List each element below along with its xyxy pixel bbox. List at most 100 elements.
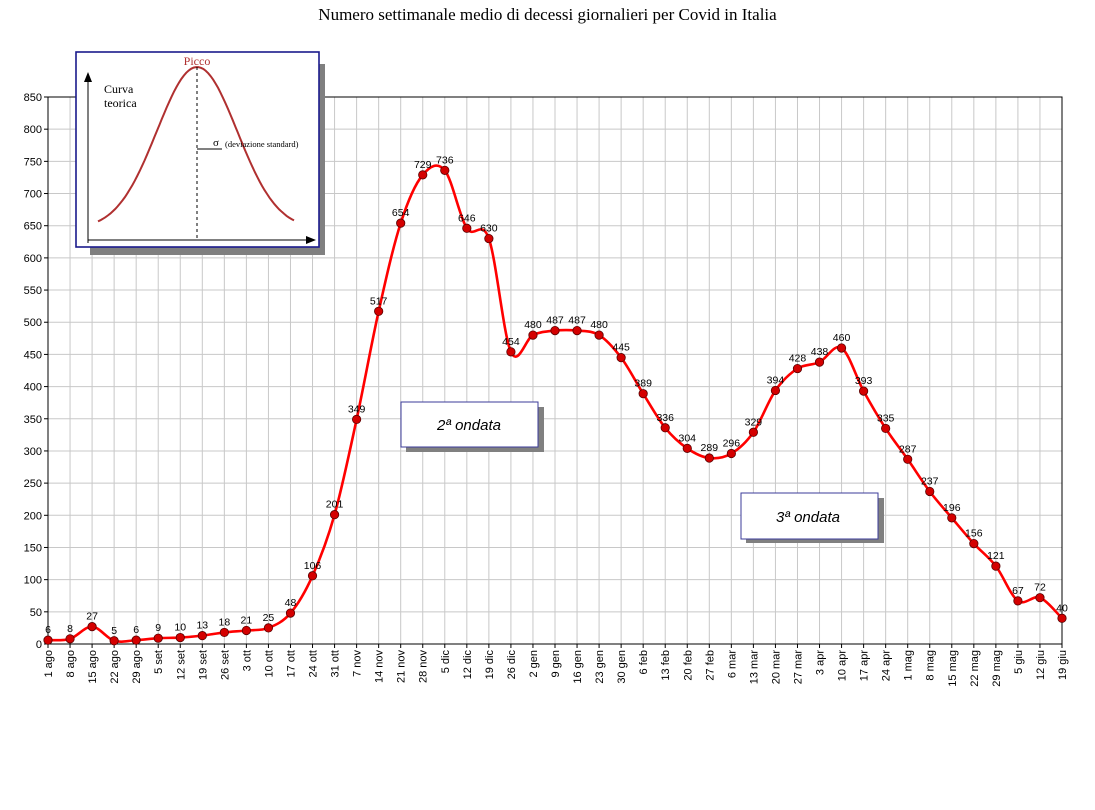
data-label: 237	[921, 475, 939, 487]
data-label: 393	[855, 375, 873, 387]
x-axis-ticks: 1 ago 8 ago 15 ago 22 ago 29 ago 5 set 12 set 1…	[43, 644, 1069, 687]
data-label: 729	[414, 159, 432, 171]
data-label: 156	[965, 528, 983, 540]
data-point	[484, 233, 494, 244]
inset-theoretical-curve: Picco Curva teorica σ (deviazione standa…	[75, 51, 325, 255]
annotation-third-wave-text: 3ª ondata	[776, 509, 840, 526]
data-label: 438	[811, 346, 829, 358]
data-point	[726, 448, 736, 459]
x-tick-label: 6 feb	[638, 650, 650, 674]
data-label: 201	[326, 499, 344, 511]
x-tick-label: 19 set	[197, 650, 209, 680]
annotation-second-wave: 2ª ondata	[400, 401, 544, 452]
y-tick-label: 400	[24, 382, 42, 394]
inset-curve-label-2: teorica	[104, 96, 137, 110]
data-point	[859, 386, 869, 396]
y-tick-label: 150	[24, 542, 42, 554]
data-label: 428	[789, 353, 807, 365]
data-point	[836, 343, 847, 353]
y-tick-label: 100	[24, 575, 42, 587]
data-point	[197, 631, 207, 641]
data-point	[550, 326, 560, 336]
data-point	[814, 357, 825, 367]
data-label: 106	[304, 560, 322, 572]
x-tick-label: 15 mag	[947, 650, 959, 687]
inset-x-arrow	[306, 236, 316, 244]
data-label: 10	[174, 622, 186, 634]
x-tick-label: 12 giu	[1035, 650, 1047, 680]
inset-sigma-label: (deviazione standard)	[225, 139, 299, 149]
data-label: 304	[678, 432, 696, 444]
data-point	[1057, 613, 1067, 623]
x-tick-label: 13 mar	[748, 650, 760, 685]
inset-gaussian-curve	[97, 66, 295, 223]
x-tick-label: 27 feb	[704, 650, 716, 681]
x-tick-label: 6 mar	[726, 650, 738, 678]
x-tick-label: 8 ago	[65, 650, 77, 678]
data-labels: 6 8 27 5 6 9 10 13 18 21 25 48 106 201 349 517 654 729 736…	[45, 154, 1068, 636]
data-point	[87, 622, 97, 632]
data-point	[109, 636, 119, 646]
y-tick-label: 850	[24, 92, 42, 104]
x-tick-label: 23 gen	[594, 650, 606, 684]
data-point	[792, 363, 803, 374]
data-label: 18	[219, 616, 231, 628]
data-point	[285, 608, 296, 618]
x-tick-label: 22 ago	[109, 650, 121, 684]
data-point	[329, 510, 340, 520]
data-point	[65, 634, 75, 644]
data-label: 445	[612, 342, 630, 354]
data-label: 287	[899, 443, 917, 455]
y-tick-label: 700	[24, 189, 42, 201]
data-label: 329	[745, 416, 763, 428]
y-tick-label: 350	[24, 414, 42, 426]
data-point	[263, 623, 274, 633]
data-label: 296	[723, 438, 741, 450]
data-label: 21	[241, 614, 253, 626]
y-tick-label: 300	[24, 446, 42, 458]
x-tick-label: 24 apr	[881, 650, 893, 682]
data-label: 40	[1056, 602, 1068, 614]
x-tick-label: 12 dic	[462, 650, 474, 680]
y-tick-label: 200	[24, 510, 42, 522]
x-tick-label: 10 ott	[263, 650, 275, 678]
x-tick-label: 28 nov	[418, 650, 430, 684]
x-tick-label: 17 ott	[285, 650, 297, 678]
x-tick-label: 12 set	[175, 650, 187, 680]
y-tick-label: 450	[24, 349, 42, 361]
data-point	[153, 633, 163, 643]
x-tick-label: 24 ott	[308, 650, 320, 678]
x-tick-label: 20 mar	[770, 650, 782, 685]
data-point	[572, 326, 582, 336]
x-tick-label: 1 ago	[43, 650, 55, 678]
data-label: 5	[111, 625, 117, 637]
data-point	[219, 627, 229, 638]
data-label: 736	[436, 154, 454, 166]
data-point	[1013, 596, 1023, 606]
x-tick-label: 26 dic	[506, 650, 518, 680]
data-label: 454	[502, 336, 520, 348]
data-point	[748, 427, 758, 437]
data-point	[131, 635, 141, 645]
x-tick-label: 8 mag	[925, 650, 937, 681]
data-label: 289	[701, 442, 719, 454]
x-tick-label: 29 ago	[131, 650, 143, 684]
x-tick-label: 26 set	[219, 650, 231, 680]
data-point	[770, 385, 781, 396]
data-label: 121	[987, 550, 1005, 562]
data-label: 196	[943, 502, 961, 514]
x-tick-label: 27 mar	[792, 650, 804, 685]
x-tick-label: 20 feb	[682, 650, 694, 681]
data-point	[991, 561, 1001, 571]
x-tick-label: 1 mag	[903, 650, 915, 681]
x-tick-label: 22 mag	[969, 650, 981, 687]
series-markers	[43, 165, 1067, 646]
data-label: 336	[656, 412, 674, 424]
y-axis-ticks: 0 50 100 150 200 250 300 350 400 450 500 550 600 650 7…	[24, 92, 48, 651]
data-point	[241, 625, 251, 636]
y-tick-label: 250	[24, 478, 42, 490]
data-point	[594, 330, 604, 340]
data-point	[616, 353, 626, 363]
data-label: 480	[590, 319, 608, 331]
